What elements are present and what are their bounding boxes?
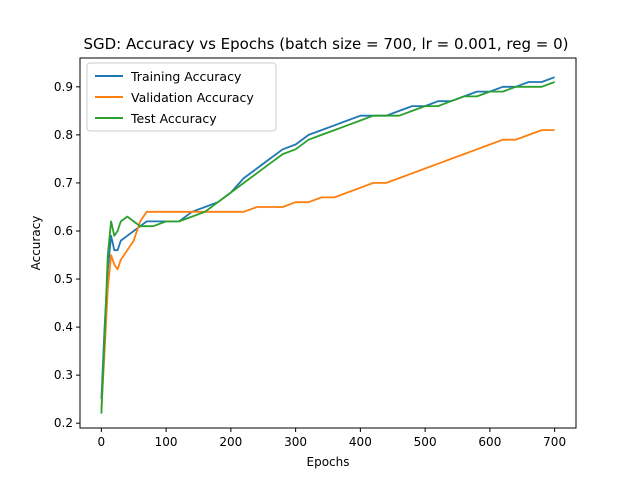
x-tick-label: 700: [543, 435, 566, 449]
axes-frame: [79, 57, 577, 429]
y-tick-label: 0.8: [54, 128, 73, 142]
legend-label-training: Training Accuracy: [130, 69, 242, 84]
x-axis-label: Epochs: [307, 455, 350, 469]
x-tick-label: 600: [478, 435, 501, 449]
x-tick-label: 100: [155, 435, 178, 449]
series-line-test-accuracy: [100, 81, 555, 414]
series-line-validation-accuracy: [100, 129, 555, 409]
legend-label-test: Test Accuracy: [130, 111, 217, 126]
legend: Training Accuracy Validation Accuracy Te…: [86, 62, 277, 132]
y-tick-label: 0.2: [54, 416, 73, 430]
x-tick-label: 200: [219, 435, 242, 449]
y-tick-label: 0.3: [54, 368, 73, 382]
y-tick-label: 0.9: [54, 80, 73, 94]
legend-label-validation: Validation Accuracy: [131, 90, 254, 105]
x-tick-label: 0: [98, 435, 106, 449]
x-axis-ticks: 0 100 200 300 400 500 600 700: [98, 428, 566, 449]
legend-box: [86, 62, 277, 132]
plot-lines: [100, 76, 555, 414]
y-tick-label: 0.7: [54, 176, 73, 190]
y-tick-label: 0.4: [54, 320, 73, 334]
x-tick-label: 300: [284, 435, 307, 449]
y-axis-label: Accuracy: [29, 216, 43, 271]
y-tick-label: 0.6: [54, 224, 73, 238]
y-axis-ticks: 0.2 0.3 0.4 0.5 0.6 0.7 0.8 0.9: [54, 80, 80, 430]
chart-title: SGD: Accuracy vs Epochs (batch size = 70…: [83, 35, 568, 53]
y-tick-label: 0.5: [54, 272, 73, 286]
x-tick-label: 500: [414, 435, 437, 449]
x-tick-label: 400: [349, 435, 372, 449]
